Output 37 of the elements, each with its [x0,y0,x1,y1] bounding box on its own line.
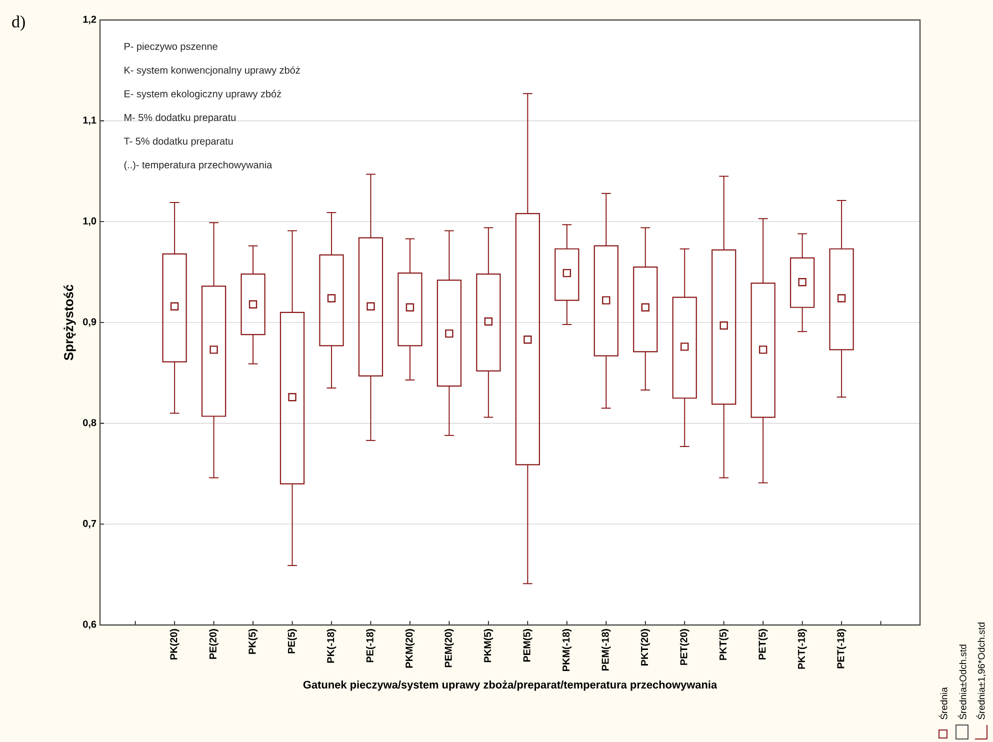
x-tick-label: PE(-18) [366,629,376,662]
text: Średnia [938,687,948,720]
x-tick-label: PKT(20) [640,629,650,666]
y-axis-title: Sprężystość [64,284,76,360]
text: Średnia±1,96*Odch.std [976,622,986,720]
y-tick-label: 0,6 [83,620,96,630]
y-tick-label: 0,9 [83,318,96,327]
annotation: T- 5% dodatku preparatu [124,137,233,147]
x-tick-label: PE(20) [209,629,218,659]
y-tick-label: 0,8 [83,419,96,428]
x-tick-label: PEM(20) [444,629,454,668]
x-tick-label: PET(20) [680,628,690,665]
x-tick-label: PEM(5) [523,628,532,662]
y-tick-label: 1,0 [83,217,96,226]
annotation: P- pieczywo pszenne [124,42,218,52]
x-tick-label: PKM(20) [405,629,415,668]
x-tick-label: PET(-18) [836,628,846,668]
y-tick-label: 0,7 [83,520,96,528]
y-tick-label: 1,2 [83,16,96,24]
x-tick-label: PKM(5) [484,629,494,662]
x-tick-label: PEM(-18) [601,629,611,670]
x-axis-title: Gatunek pieczywa/system uprawy zboża/preparat/temperatura przechowywania [303,680,718,691]
x-tick-label: PKT(5) [719,628,728,660]
x-tick-label: PK(5) [248,629,258,654]
annotation: E- system ekologiczny uprawy zbóż [124,90,282,100]
annotation: (..)- temperatura przechowywania [124,161,272,170]
y-tick-label: 1,1 [83,116,96,126]
text: Średnia±Odch.std [958,644,966,720]
x-tick-label: PET(5) [758,628,768,660]
x-tick-label: PKM(-18) [562,629,572,672]
x-tick-label: PK(20) [170,629,180,660]
x-tick-label: PKT(-18) [798,629,807,669]
annotation: M- 5% dodatku preparatu [124,114,236,123]
x-tick-label: PK(-18) [326,629,336,663]
text: d) [12,16,25,31]
x-tick-label: PE(5) [288,628,297,654]
annotation: K- system konwencjonalny uprawy zbóż [124,66,300,76]
